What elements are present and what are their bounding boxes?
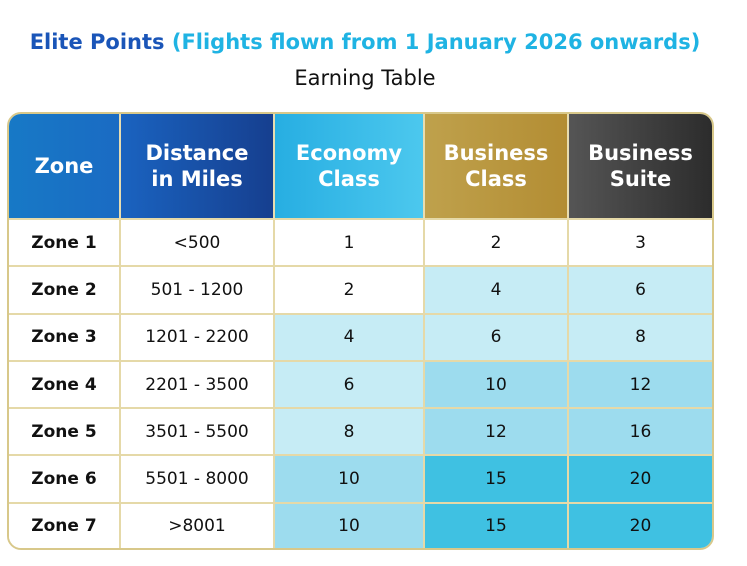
economy-cell: 8: [274, 407, 425, 456]
header-zone-label: Zone: [34, 154, 94, 178]
distance-cell: 3501 - 5500: [120, 407, 275, 456]
zone-cell: Zone 3: [9, 312, 121, 361]
table-row: Zone 3 1201 - 2200 4 6 8: [9, 312, 712, 361]
title-main: Elite Points: [29, 30, 165, 54]
business-suite-cell: 20: [568, 454, 712, 503]
table-row: Zone 7 >8001 10 15 20: [9, 501, 712, 548]
table-row: Zone 4 2201 - 3500 6 10 12: [9, 359, 712, 409]
page-title: Elite Points (Flights flown from 1 Janua…: [0, 30, 730, 54]
table-header-row: Zone Distance in Miles Economy Class Bus…: [9, 114, 712, 219]
economy-cell: 10: [274, 501, 425, 548]
header-economy-line2: Class: [318, 167, 380, 191]
table-row: Zone 2 501 - 1200 2 4 6: [9, 265, 712, 314]
header-distance-line2: in Miles: [151, 167, 243, 191]
header-business-class: Business Class: [424, 114, 569, 219]
zone-cell: Zone 2: [9, 265, 121, 314]
distance-cell: >8001: [120, 501, 275, 548]
table-row: Zone 1 <500 1 2 3: [9, 217, 712, 267]
distance-cell: 501 - 1200: [120, 265, 275, 314]
header-economy-line1: Economy: [295, 141, 403, 165]
header-business-suite-line1: Business: [588, 141, 693, 165]
header-business-class-line2: Class: [465, 167, 527, 191]
business-suite-cell: 6: [568, 265, 712, 314]
distance-cell: 1201 - 2200: [120, 312, 275, 361]
economy-cell: 6: [274, 359, 425, 409]
header-business-suite: Business Suite: [568, 114, 712, 219]
business-suite-cell: 3: [568, 217, 712, 267]
header-distance-line1: Distance: [145, 141, 249, 165]
business-class-cell: 10: [424, 359, 569, 409]
business-class-cell: 4: [424, 265, 569, 314]
business-class-cell: 15: [424, 501, 569, 548]
economy-cell: 1: [274, 217, 425, 267]
economy-cell: 4: [274, 312, 425, 361]
title-paren: (Flights flown from 1 January 2026 onwar…: [171, 30, 701, 54]
zone-cell: Zone 1: [9, 217, 121, 267]
zone-cell: Zone 4: [9, 359, 121, 409]
header-distance: Distance in Miles: [120, 114, 275, 219]
business-class-cell: 12: [424, 407, 569, 456]
zone-cell: Zone 6: [9, 454, 121, 503]
business-class-cell: 15: [424, 454, 569, 503]
page-subtitle: Earning Table: [294, 66, 436, 90]
header-zone: Zone: [9, 114, 121, 219]
header-business-suite-line2: Suite: [609, 167, 672, 191]
business-suite-cell: 12: [568, 359, 712, 409]
distance-cell: 5501 - 8000: [120, 454, 275, 503]
business-suite-cell: 16: [568, 407, 712, 456]
earning-table: Zone Distance in Miles Economy Class Bus…: [7, 112, 714, 550]
economy-cell: 10: [274, 454, 425, 503]
header-business-class-line1: Business: [443, 141, 549, 165]
distance-cell: 2201 - 3500: [120, 359, 275, 409]
zone-cell: Zone 5: [9, 407, 121, 456]
table-row: Zone 6 5501 - 8000 10 15 20: [9, 454, 712, 503]
business-suite-cell: 8: [568, 312, 712, 361]
distance-cell: <500: [120, 217, 275, 267]
table-row: Zone 5 3501 - 5500 8 12 16: [9, 407, 712, 456]
business-class-cell: 2: [424, 217, 569, 267]
zone-cell: Zone 7: [9, 501, 121, 548]
business-suite-cell: 20: [568, 501, 712, 548]
header-economy: Economy Class: [274, 114, 425, 219]
economy-cell: 2: [274, 265, 425, 314]
business-class-cell: 6: [424, 312, 569, 361]
